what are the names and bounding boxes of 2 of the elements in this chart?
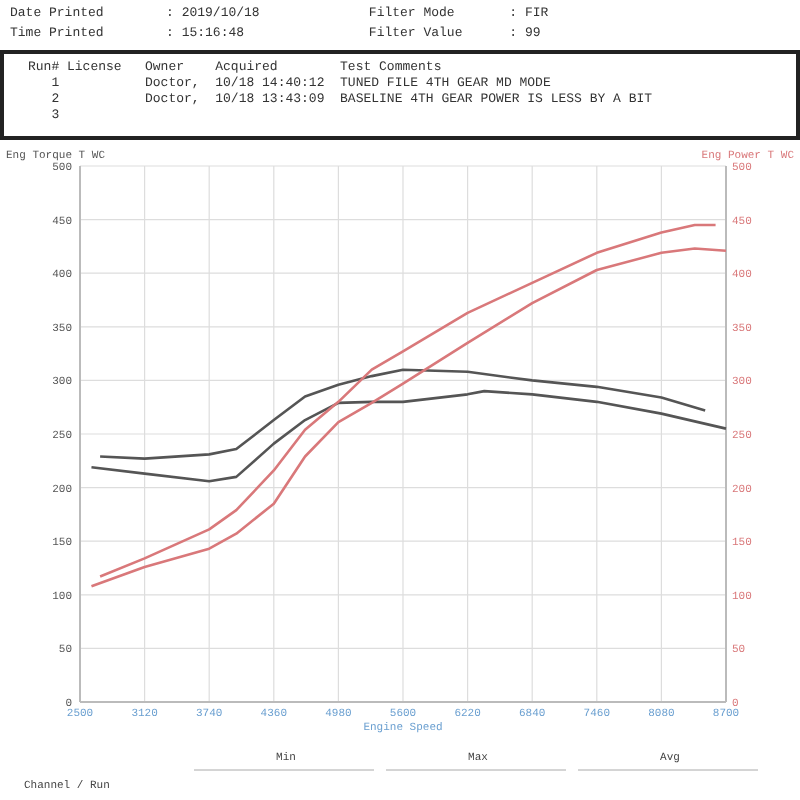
line-series xyxy=(98,368,707,460)
line-series xyxy=(90,389,728,483)
